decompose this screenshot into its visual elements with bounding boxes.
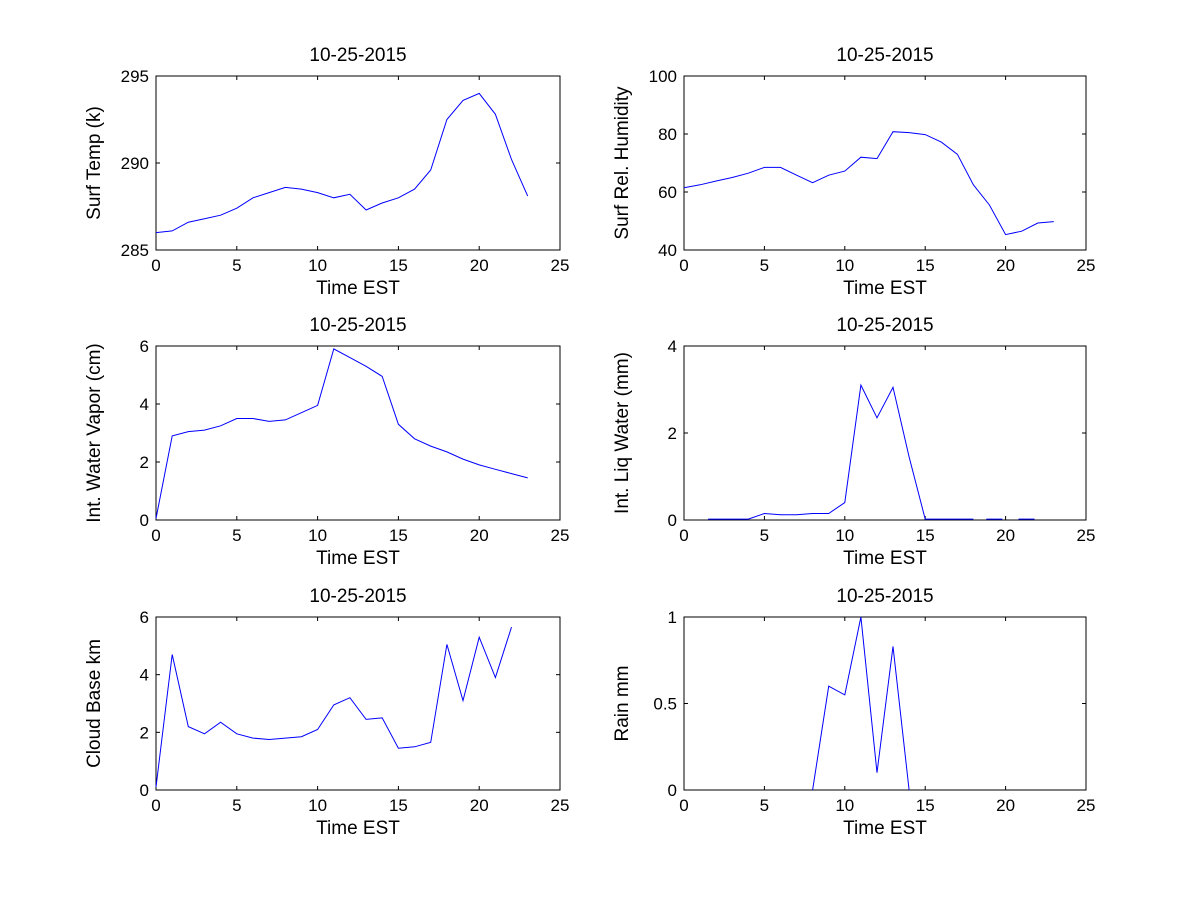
y-tick-label: 295 — [121, 67, 149, 86]
y-axis-label: Rain mm — [612, 665, 633, 741]
x-tick-label: 15 — [916, 796, 935, 815]
x-tick-label: 25 — [1077, 796, 1096, 815]
x-tick-label: 20 — [470, 526, 489, 545]
x-tick-label: 10 — [835, 526, 854, 545]
y-tick-label: 1 — [668, 608, 677, 627]
x-tick-label: 0 — [151, 526, 160, 545]
x-tick-label: 0 — [679, 526, 688, 545]
x-tick-label: 0 — [151, 796, 160, 815]
series-line — [155, 92, 529, 234]
x-tick-label: 25 — [551, 796, 570, 815]
x-tick-label: 10 — [308, 256, 327, 275]
series-line — [155, 348, 528, 519]
x-tick-label: 25 — [551, 256, 570, 275]
series-line — [812, 616, 910, 791]
y-tick-label: 80 — [658, 125, 677, 144]
x-tick-label: 5 — [760, 796, 769, 815]
x-tick-label: 10 — [835, 796, 854, 815]
series-line — [683, 131, 1054, 236]
y-axis-label: Surf Temp (k) — [84, 106, 105, 220]
y-tick-label: 0 — [140, 511, 149, 530]
plot-frame — [155, 75, 561, 251]
y-tick-label: 100 — [649, 67, 677, 86]
subplot-4: 0 5 10 15 20 25 0 2 4 10-25-2015 Time EST Int. Liq … — [612, 315, 1095, 569]
plot-frame — [155, 616, 561, 791]
x-axis-label: Time EST — [316, 278, 400, 299]
x-tick-label: 25 — [1077, 256, 1096, 275]
x-tick-label: 20 — [996, 526, 1015, 545]
y-tick-label: 2 — [140, 453, 149, 472]
y-axis-label: Surf Rel. Humidity — [612, 86, 633, 240]
y-tick-label: 0.5 — [653, 695, 677, 714]
x-axis-label: Time EST — [316, 818, 400, 839]
y-tick-label: 0 — [140, 781, 149, 800]
x-tick-label: 0 — [679, 796, 688, 815]
x-tick-label: 5 — [232, 256, 241, 275]
plot-frame — [683, 75, 1087, 251]
x-tick-label: 10 — [835, 256, 854, 275]
y-tick-label: 0 — [668, 511, 677, 530]
y-tick-label: 6 — [140, 337, 149, 356]
subplot-2: 0 5 10 15 20 25 40 60 80 100 10-25-2015 Time EST Sur… — [612, 45, 1095, 299]
x-tick-label: 10 — [308, 526, 327, 545]
x-tick-label: 25 — [551, 526, 570, 545]
y-tick-label: 4 — [140, 395, 149, 414]
y-tick-label: 4 — [140, 666, 149, 685]
subplot-title: 10-25-2015 — [309, 45, 406, 66]
x-tick-label: 0 — [679, 256, 688, 275]
x-tick-label: 20 — [470, 796, 489, 815]
x-tick-label: 5 — [232, 796, 241, 815]
plot-frame — [683, 345, 1087, 521]
subplot-title: 10-25-2015 — [836, 315, 933, 336]
x-tick-label: 0 — [151, 256, 160, 275]
x-tick-label: 20 — [996, 256, 1015, 275]
x-axis-label: Time EST — [843, 818, 927, 839]
y-axis-label: Int. Water Vapor (cm) — [84, 343, 105, 522]
y-tick-label: 285 — [121, 241, 149, 260]
x-tick-label: 5 — [232, 526, 241, 545]
x-tick-label: 20 — [996, 796, 1015, 815]
y-axis-label: Cloud Base km — [84, 639, 105, 768]
subplot-3: 0 5 10 15 20 25 0 2 4 6 10-25-2015 Time EST Int. Wat… — [84, 315, 569, 569]
x-tick-label: 5 — [760, 256, 769, 275]
subplot-5: 0 5 10 15 20 25 0 2 4 6 10-25-2015 Time EST Cloud Ba… — [84, 586, 569, 839]
subplot-1: 0 5 10 15 20 25 285 290 295 10-25-2015 Time EST Sur… — [84, 45, 569, 299]
y-axis-label: Int. Liq Water (mm) — [612, 352, 633, 514]
x-axis-label: Time EST — [843, 278, 927, 299]
x-axis-label: Time EST — [843, 548, 927, 569]
series-line — [155, 626, 512, 788]
subplot-title: 10-25-2015 — [836, 586, 933, 607]
y-tick-label: 40 — [658, 241, 677, 260]
x-tick-label: 5 — [760, 526, 769, 545]
y-tick-label: 2 — [140, 723, 149, 742]
y-tick-label: 2 — [668, 424, 677, 443]
y-tick-label: 0 — [668, 781, 677, 800]
x-axis-label: Time EST — [316, 548, 400, 569]
x-tick-label: 15 — [916, 256, 935, 275]
x-tick-label: 10 — [308, 796, 327, 815]
x-tick-label: 15 — [916, 526, 935, 545]
y-tick-label: 60 — [658, 183, 677, 202]
series-line — [748, 383, 974, 520]
subplot-title: 10-25-2015 — [309, 315, 406, 336]
plot-frame — [683, 616, 1087, 791]
subplot-title: 10-25-2015 — [309, 586, 406, 607]
plot-frame — [155, 345, 561, 521]
x-tick-label: 15 — [389, 256, 408, 275]
y-tick-label: 4 — [668, 337, 677, 356]
x-tick-label: 15 — [389, 526, 408, 545]
x-tick-label: 25 — [1077, 526, 1096, 545]
subplot-title: 10-25-2015 — [836, 45, 933, 66]
x-tick-label: 20 — [470, 256, 489, 275]
y-tick-label: 290 — [121, 154, 149, 173]
x-tick-label: 15 — [389, 796, 408, 815]
y-tick-label: 6 — [140, 608, 149, 627]
subplot-6: 0 5 10 15 20 25 0 0.5 1 10-25-2015 Time EST Rain mm — [612, 586, 1095, 839]
